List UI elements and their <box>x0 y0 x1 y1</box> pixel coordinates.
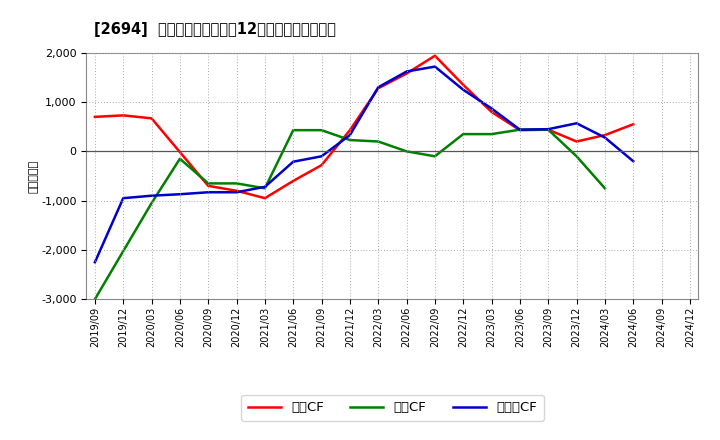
営業CF <box>629 121 637 127</box>
営業CF <box>289 178 297 183</box>
フリーCF <box>346 132 354 138</box>
Line: 投資CF: 投資CF <box>95 130 605 299</box>
フリーCF <box>544 127 552 132</box>
フリーCF <box>119 195 127 201</box>
営業CF <box>233 188 241 194</box>
投資CF <box>431 154 439 159</box>
フリーCF <box>402 69 411 74</box>
投資CF <box>148 201 156 206</box>
営業CF <box>204 183 212 188</box>
Text: [2694]  キャッシュフローの12か月移動合計の推移: [2694] キャッシュフローの12か月移動合計の推移 <box>94 22 336 37</box>
営業CF <box>544 127 552 132</box>
フリーCF <box>572 121 581 126</box>
投資CF <box>487 132 496 137</box>
投資CF <box>318 128 326 133</box>
営業CF <box>148 116 156 121</box>
投資CF <box>233 181 241 186</box>
フリーCF <box>91 260 99 265</box>
投資CF <box>289 128 297 133</box>
フリーCF <box>629 158 637 164</box>
フリーCF <box>431 64 439 69</box>
営業CF <box>318 162 326 168</box>
営業CF <box>374 86 382 91</box>
フリーCF <box>459 87 467 92</box>
フリーCF <box>516 127 524 132</box>
投資CF <box>261 186 269 191</box>
フリーCF <box>487 106 496 111</box>
営業CF <box>516 128 524 133</box>
フリーCF <box>204 190 212 195</box>
投資CF <box>516 127 524 132</box>
フリーCF <box>289 159 297 165</box>
投資CF <box>544 127 552 132</box>
Y-axis label: （百万円）: （百万円） <box>28 159 38 193</box>
フリーCF <box>600 135 609 140</box>
営業CF <box>600 132 609 138</box>
投資CF <box>91 297 99 302</box>
投資CF <box>346 137 354 143</box>
フリーCF <box>148 193 156 198</box>
Line: フリーCF: フリーCF <box>95 66 633 262</box>
投資CF <box>402 149 411 154</box>
営業CF <box>459 82 467 88</box>
投資CF <box>572 154 581 159</box>
営業CF <box>431 53 439 59</box>
投資CF <box>374 139 382 144</box>
営業CF <box>119 113 127 118</box>
営業CF <box>487 109 496 114</box>
Line: 営業CF: 営業CF <box>95 56 633 198</box>
投資CF <box>459 132 467 137</box>
フリーCF <box>374 84 382 90</box>
投資CF <box>176 156 184 161</box>
フリーCF <box>318 154 326 159</box>
営業CF <box>261 195 269 201</box>
フリーCF <box>233 190 241 195</box>
営業CF <box>91 114 99 120</box>
営業CF <box>402 71 411 76</box>
投資CF <box>600 186 609 191</box>
フリーCF <box>176 191 184 197</box>
Legend: 営業CF, 投資CF, フリーCF: 営業CF, 投資CF, フリーCF <box>241 395 544 421</box>
フリーCF <box>261 184 269 190</box>
営業CF <box>346 128 354 133</box>
営業CF <box>572 139 581 144</box>
投資CF <box>204 181 212 186</box>
